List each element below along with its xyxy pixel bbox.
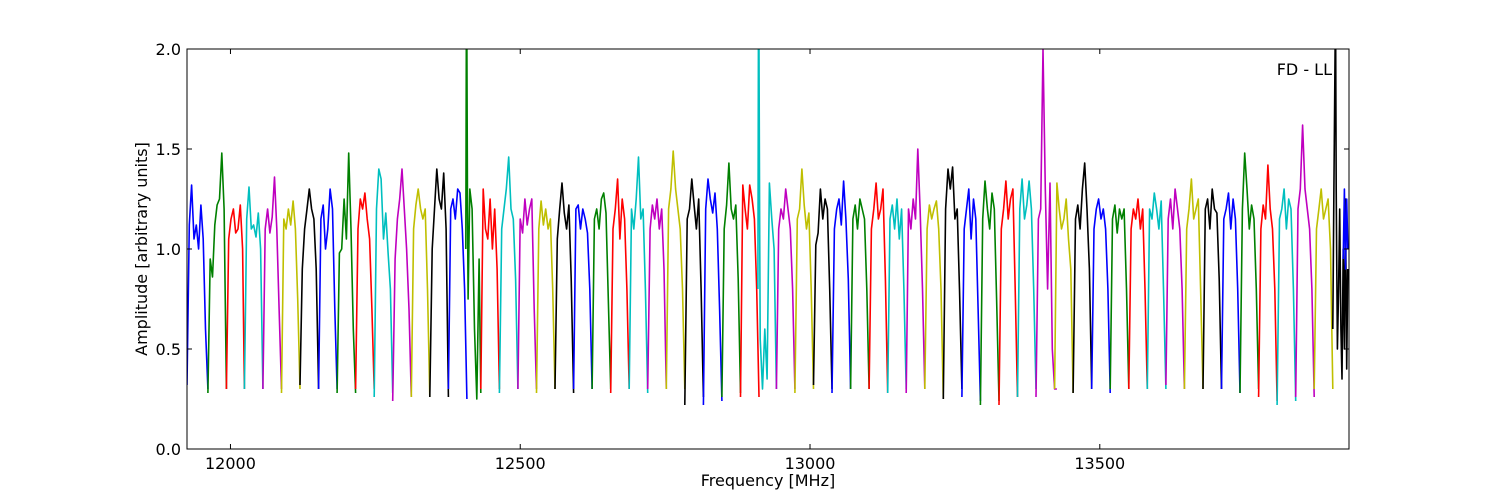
panel-annotation: FD - LL (1277, 60, 1332, 79)
series-line-24 (609, 178, 630, 394)
series-line-7 (299, 188, 320, 390)
y-tick-label: 0.0 (156, 440, 181, 459)
series-line-27 (665, 150, 686, 390)
series-line-30 (721, 162, 742, 398)
series-line-34 (794, 168, 815, 394)
series-line-15 (447, 188, 468, 400)
x-tick-label: 13500 (1074, 454, 1125, 473)
series-line-21 (554, 182, 575, 394)
series-line-26 (646, 198, 668, 390)
series-line-41 (924, 200, 945, 400)
series-line-32 (757, 49, 778, 390)
series-layer (187, 49, 1349, 406)
series-line-13 (410, 188, 431, 398)
series-line-11 (373, 168, 394, 398)
series-line-52 (1128, 198, 1149, 390)
series-line-25 (628, 156, 649, 394)
series-line-61 (1294, 124, 1315, 398)
series-line-38 (868, 182, 889, 394)
series-line-64 (1342, 188, 1349, 270)
series-line-39 (886, 198, 907, 394)
series-line-2 (207, 152, 228, 394)
series-line-44 (979, 180, 1000, 406)
series-line-54 (1165, 188, 1186, 390)
x-tick-label: 13000 (785, 454, 836, 473)
series-line-48 (1053, 182, 1074, 394)
series-line-3 (225, 204, 246, 390)
series-line-12 (391, 168, 413, 402)
series-line-46 (1016, 178, 1037, 398)
y-axis-label: Amplitude [arbitrary units] (132, 142, 151, 356)
series-line-37 (849, 198, 870, 390)
y-tick-label: 1.0 (156, 240, 181, 259)
y-tick-label: 1.5 (156, 140, 181, 159)
series-line-59 (1257, 164, 1278, 402)
y-tick-label: 2.0 (156, 40, 181, 59)
series-line-33 (775, 188, 796, 390)
series-line-17 (480, 188, 501, 390)
series-line-56 (1202, 188, 1223, 390)
series-line-23 (591, 192, 612, 390)
series-line-9 (336, 152, 357, 394)
series-line-31 (739, 184, 760, 398)
series-line-5 (262, 176, 283, 390)
series-line-16 (464, 49, 482, 400)
x-tick-label: 12500 (495, 454, 546, 473)
series-line-57 (1220, 192, 1241, 394)
series-line-4 (243, 186, 264, 390)
series-line-1 (187, 184, 209, 390)
series-line-20 (535, 200, 556, 394)
y-tick-label: 0.5 (156, 340, 181, 359)
series-line-14 (429, 168, 450, 398)
series-line-22 (572, 204, 593, 390)
series-line-60 (1276, 188, 1297, 406)
series-line-42 (942, 166, 963, 400)
series-line-53 (1146, 192, 1167, 390)
series-line-58 (1239, 152, 1260, 394)
series-line-63 (1332, 49, 1349, 380)
series-line-40 (905, 148, 926, 394)
series-line-49 (1072, 162, 1093, 394)
series-line-10 (354, 192, 375, 390)
x-axis: 12000 12500 13000 13500 (205, 49, 1125, 473)
series-line-35 (812, 188, 833, 390)
x-axis-label: Frequency [MHz] (701, 471, 835, 490)
series-line-51 (1109, 204, 1130, 390)
series-line-19 (517, 198, 538, 390)
series-line-50 (1090, 198, 1111, 394)
series-line-55 (1183, 178, 1204, 390)
series-line-28 (684, 178, 705, 406)
x-tick-label: 12000 (205, 454, 256, 473)
series-line-8 (317, 188, 338, 390)
series-line-6 (280, 200, 301, 394)
series-line-29 (702, 178, 723, 406)
series-line-18 (498, 156, 519, 394)
series-line-45 (998, 180, 1019, 406)
series-line-62 (1313, 188, 1334, 390)
series-line-47 (1035, 49, 1057, 398)
y-axis: 0.0 0.5 1.0 1.5 2.0 (156, 40, 1349, 459)
series-line-43 (961, 188, 982, 402)
series-line-36 (831, 180, 852, 394)
